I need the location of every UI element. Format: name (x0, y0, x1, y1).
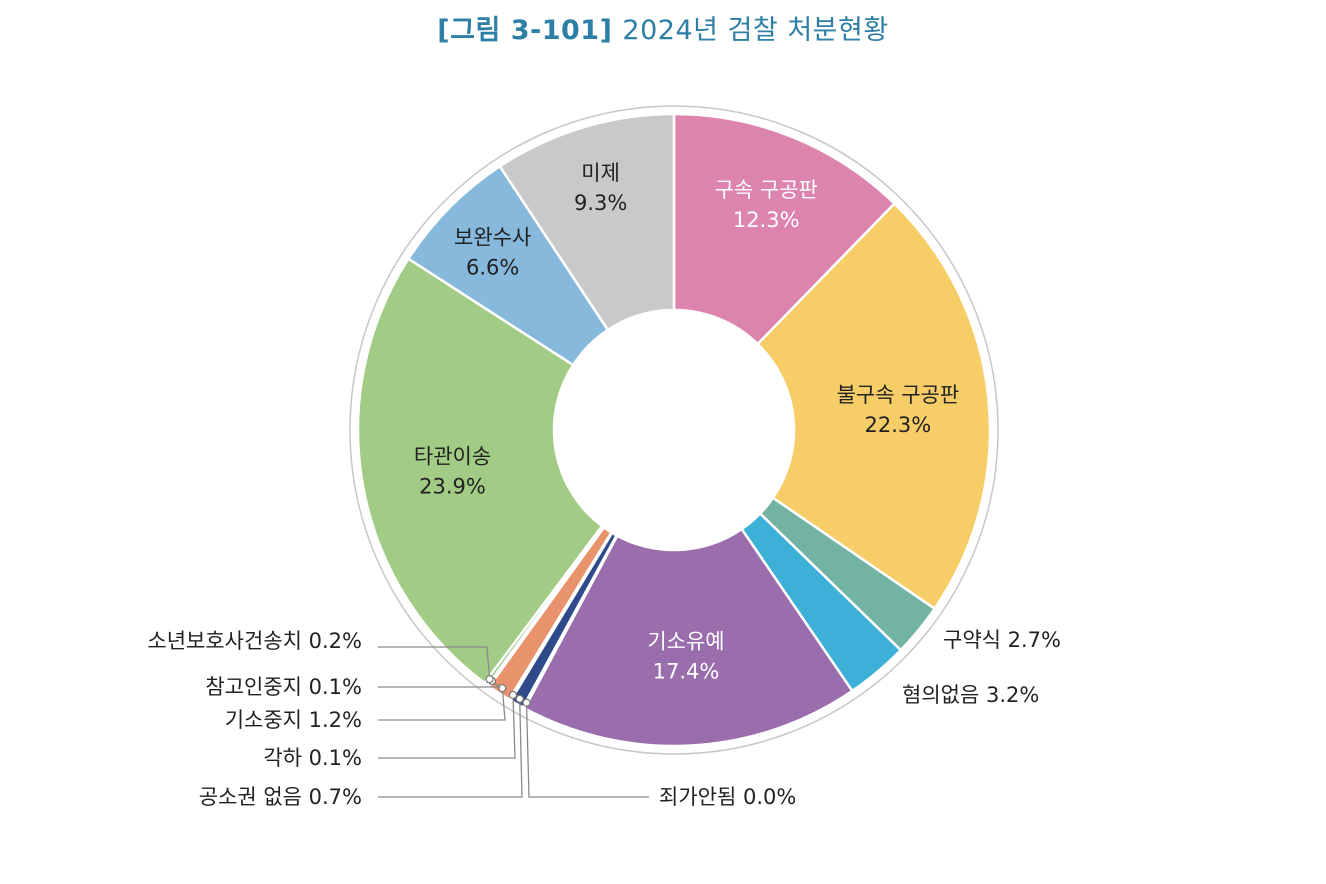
leader-line-7 (378, 694, 516, 759)
slice-11 (356, 257, 604, 685)
leader-dot-7 (508, 690, 518, 700)
slice-label-12: 보완수사 (454, 226, 531, 250)
figure-number: [그림 3-101] (437, 15, 613, 46)
slice-value-11: 23.9% (419, 475, 486, 499)
leader-line-6 (378, 698, 523, 798)
chart-outer-ring (349, 105, 999, 755)
slice-value-12: 6.6% (466, 256, 519, 280)
slice-label-10: 소년보호사건송치 0.2% (147, 629, 362, 653)
slice-label-3: 혐의없음 3.2% (902, 683, 1039, 707)
slice-label-0: 구속 구공판 (715, 178, 818, 202)
slice-1 (755, 201, 992, 611)
leader-line-10 (378, 646, 491, 680)
leader-line-9 (378, 680, 501, 688)
slice-label-13: 미제 (581, 161, 620, 185)
slice-0 (672, 112, 897, 346)
slice-label-2: 구약식 2.7% (943, 628, 1061, 652)
figure-title: 2024년 검찰 처분현황 (622, 15, 889, 46)
slice-label-11: 타관이송 (414, 445, 491, 469)
slice-value-0: 12.3% (733, 208, 800, 232)
slice-label-6: 공소권 없음 0.7% (199, 785, 362, 809)
slice-label-4: 기소유예 (647, 630, 724, 654)
leader-line-8 (378, 688, 506, 721)
slice-label-9: 참고인중지 0.1% (205, 675, 362, 699)
slice-13 (498, 112, 676, 332)
slice-4 (522, 527, 855, 748)
slice-value-4: 17.4% (653, 660, 720, 684)
slice-label-7: 각하 0.1% (263, 746, 362, 770)
slice-value-1: 22.3% (865, 413, 932, 437)
leader-dot-6 (515, 694, 524, 703)
leader-dot-10 (485, 675, 494, 684)
slice-label-8: 기소중지 1.2% (225, 708, 362, 732)
chart-title: [그림 3-101] 2024년 검찰 처분현황 (0, 8, 1326, 47)
leader-dot-5 (522, 698, 531, 707)
slice-label-1: 불구속 구공판 (837, 383, 960, 407)
leader-line-5 (525, 702, 649, 798)
leader-dot-8 (498, 684, 507, 693)
slice-label-5: 죄가안됨 0.0% (659, 785, 796, 809)
slice-value-13: 9.3% (574, 191, 627, 215)
